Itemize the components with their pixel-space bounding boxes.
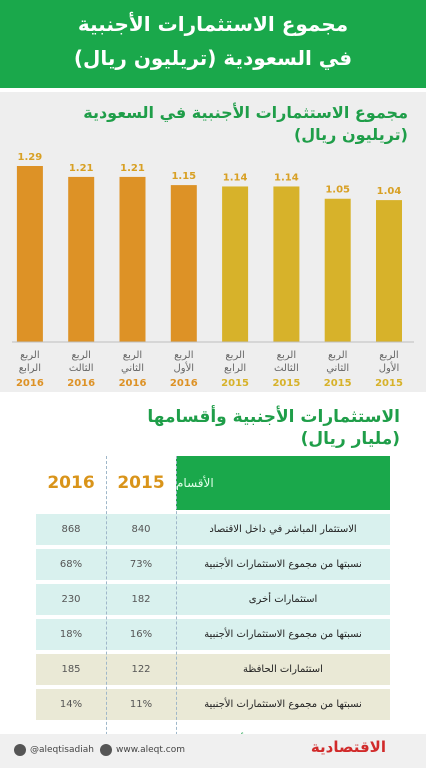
tick-label: الربع [20, 350, 39, 361]
data-label: 1.14 [223, 172, 248, 183]
website-link[interactable]: www.aleqt.com [100, 744, 185, 756]
column-divider [176, 456, 177, 755]
tick-label: الربع [225, 350, 244, 361]
page-title-line2: في السعودية (تريليون ريال) [73, 46, 353, 70]
tick-label: الرابع [19, 363, 41, 374]
data-label: 1.14 [274, 172, 299, 183]
tick-label: الربع [71, 350, 90, 361]
investments-table: 2016 2015 الأقسام 868 840 الاستثمار المباش… [36, 456, 390, 755]
table-title: الاستثمارات الأجنبية وأقسامها [147, 407, 400, 427]
section-name: نسبتها من مجموع الاستثمارات الأجنبية [204, 699, 362, 710]
bar [222, 186, 249, 342]
header-2015: 2015 [106, 456, 176, 510]
tick-label: الربع [123, 350, 142, 361]
chart-panel: 1.04 الربع الأول 2015 1.05 الربع الثاني 2015 1.1… [0, 92, 426, 392]
table-row: 68% 73% نسبتها من مجموع الاستثمارات الأجنب… [36, 549, 390, 580]
data-label: 1.04 [377, 186, 402, 197]
table-title-block: الاستثمارات الأجنبية وأقسامها (مليار ريا… [147, 406, 400, 450]
twitter-text: @aleqtisadiah [30, 745, 94, 755]
value-2015: 182 [131, 594, 151, 605]
value-2016: 68% [59, 559, 83, 570]
bar [68, 176, 95, 342]
tick-label: الربع [277, 350, 296, 361]
value-2016: 868 [61, 524, 81, 535]
tick-label: الثاني [326, 363, 349, 374]
header-sections: الأقسام [176, 456, 390, 510]
header-2016: 2016 [36, 456, 106, 510]
bar [170, 185, 197, 342]
footer: @aleqtisadiah www.aleqt.com الاقتصادية [0, 734, 426, 768]
value-2015: 122 [131, 664, 151, 675]
section-name: نسبتها من مجموع الاستثمارات الأجنبية [204, 559, 362, 570]
data-label: 1.15 [171, 171, 196, 182]
section-name: استثمارات أخرى [248, 594, 318, 605]
tick-year-label: 2015 [272, 378, 300, 389]
logo: الاقتصادية [310, 738, 386, 756]
table-subtitle: (مليار ريال) [300, 429, 400, 449]
table-row: 14% 11% نسبتها من مجموع الاستثمارات الأجنب… [36, 689, 390, 720]
tick-label: الثاني [121, 363, 144, 374]
data-label: 1.21 [69, 163, 94, 174]
chart-title-block: مجموع الاستثمارات الأجنبية في السعودية (… [83, 102, 408, 146]
tick-label: الرابع [224, 363, 246, 374]
section-name: نسبتها من مجموع الاستثمارات الأجنبية [204, 629, 362, 640]
bar [119, 176, 146, 342]
tick-year-label: 2016 [170, 378, 198, 389]
tick-label: الأول [174, 361, 195, 374]
tick-label: الربع [328, 350, 347, 361]
tick-year-label: 2015 [221, 378, 249, 389]
value-2016: 230 [61, 594, 81, 605]
data-label: 1.21 [120, 163, 145, 174]
value-2015: 16% [129, 629, 153, 640]
bar [376, 200, 402, 342]
value-2016: 18% [59, 629, 83, 640]
tick-year-label: 2015 [324, 378, 352, 389]
table-row: 185 122 استثمارات الحافظة [36, 654, 390, 685]
tick-year-label: 2015 [375, 378, 403, 389]
value-2015: 840 [131, 524, 151, 535]
bar-chart: 1.04الربعالأول20151.05الربعالثاني20151.1… [12, 152, 414, 389]
section-name: استثمارات الحافظة [243, 664, 323, 675]
page-title-line1: مجموع الاستثمارات الأجنبية [77, 12, 349, 36]
table-row: 868 840 الاستثمار المباشر في داخل الاقتصاد [36, 514, 390, 545]
tick-year-label: 2016 [119, 378, 147, 389]
tick-year-label: 2016 [16, 378, 44, 389]
bar [324, 198, 351, 342]
table-header-row: 2016 2015 الأقسام [36, 456, 390, 510]
tick-label: الأول [379, 361, 400, 374]
value-2015: 11% [129, 699, 153, 710]
data-label: 1.29 [18, 152, 43, 163]
table-row: 230 182 استثمارات أخرى [36, 584, 390, 615]
bar [273, 186, 300, 342]
table-body: 868 840 الاستثمار المباشر في داخل الاقتصاد… [36, 514, 390, 755]
twitter-icon [14, 744, 26, 756]
value-2016: 185 [61, 664, 81, 675]
table-row: 18% 16% نسبتها من مجموع الاستثمارات الأجنب… [36, 619, 390, 650]
bar [16, 166, 43, 342]
value-2016: 14% [59, 699, 83, 710]
value-2015: 73% [129, 559, 153, 570]
tick-year-label: 2016 [67, 378, 95, 389]
tick-label: الربع [174, 350, 193, 361]
tick-label: الثالث [274, 363, 299, 374]
chart-subtitle: (تريليون ريال) [293, 125, 408, 144]
data-label: 1.05 [325, 185, 350, 196]
tick-label: الثالث [69, 363, 94, 374]
column-divider [106, 456, 107, 755]
website-text: www.aleqt.com [116, 745, 185, 755]
section-name: الاستثمار المباشر في داخل الاقتصاد [209, 524, 357, 535]
header-banner: مجموع الاستثمارات الأجنبية في السعودية (… [0, 0, 426, 88]
globe-icon [100, 744, 112, 756]
chart-title: مجموع الاستثمارات الأجنبية في السعودية [83, 103, 408, 122]
twitter-handle[interactable]: @aleqtisadiah [14, 744, 94, 756]
tick-label: الربع [379, 350, 398, 361]
